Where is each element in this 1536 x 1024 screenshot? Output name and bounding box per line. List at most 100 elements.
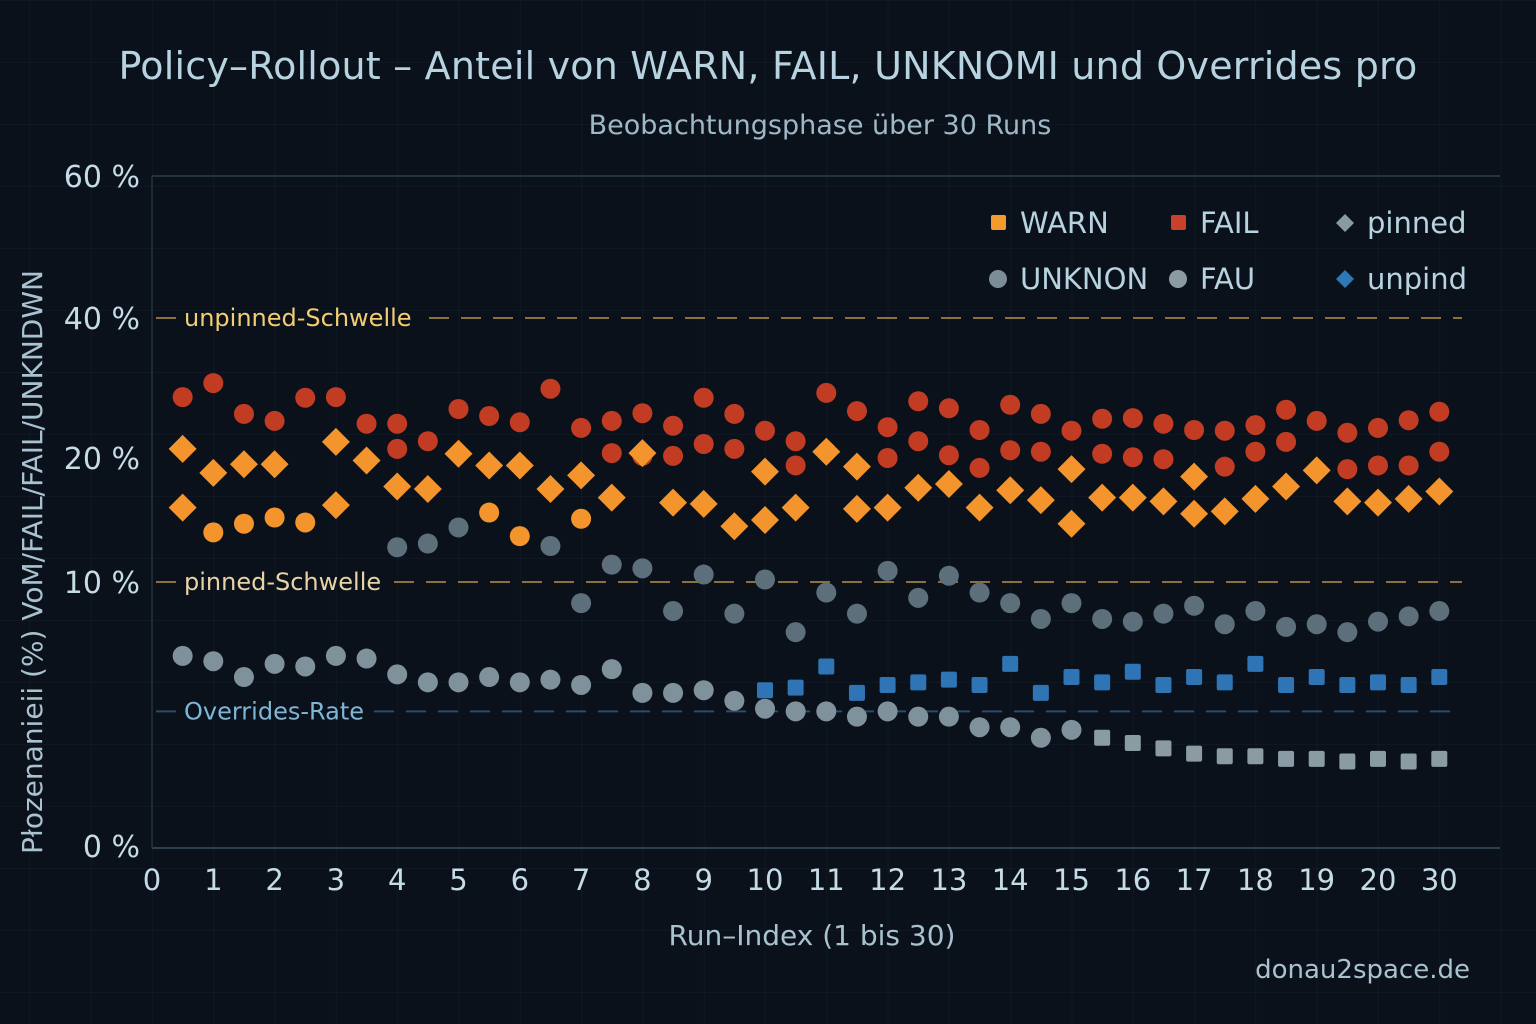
data-point	[601, 443, 622, 464]
legend-label: FAU	[1200, 262, 1255, 296]
data-point	[1306, 410, 1327, 431]
data-point	[1214, 456, 1235, 477]
data-point	[785, 455, 806, 476]
data-point	[1272, 472, 1301, 501]
data-point	[720, 512, 749, 541]
data-point	[1092, 608, 1113, 629]
data-point	[1153, 413, 1174, 434]
data-point	[689, 489, 718, 518]
data-point	[321, 427, 350, 456]
data-point	[387, 664, 408, 685]
data-point	[785, 622, 806, 643]
x-tick-label: 8	[633, 863, 651, 897]
data-point	[233, 403, 254, 424]
data-point	[356, 648, 377, 669]
data-point	[475, 451, 504, 480]
data-point	[1216, 674, 1233, 691]
reference-line-label: Overrides-Rate	[184, 697, 364, 725]
data-point	[663, 601, 684, 622]
data-point	[1214, 420, 1235, 441]
data-point	[295, 387, 316, 408]
data-point	[846, 706, 867, 727]
x-tick-label: 18	[1237, 863, 1274, 897]
data-point	[1370, 750, 1386, 767]
data-point	[1094, 674, 1111, 691]
data-point	[1153, 449, 1174, 470]
data-point	[908, 391, 929, 412]
data-point	[724, 403, 745, 424]
data-point	[873, 493, 902, 522]
legend-item-unpind: unpind	[1336, 262, 1467, 296]
series-unpind	[757, 655, 1448, 701]
data-point	[1368, 417, 1388, 438]
data-point	[1000, 394, 1021, 415]
x-tick-label: 30	[1421, 863, 1458, 897]
data-point	[356, 413, 377, 434]
data-point	[203, 522, 224, 543]
data-point	[1214, 614, 1235, 635]
series-warn-diamond-lower	[168, 491, 1209, 538]
data-point	[1398, 455, 1419, 476]
data-point	[1431, 750, 1448, 767]
data-point	[755, 698, 775, 719]
data-point	[325, 387, 346, 408]
legend-item-fail: FAIL	[1171, 206, 1259, 240]
data-point	[540, 378, 561, 399]
data-point	[1057, 455, 1086, 484]
x-tick-label: 1	[204, 863, 222, 897]
data-point	[387, 537, 408, 558]
data-point	[628, 439, 657, 468]
data-point	[1247, 748, 1264, 765]
x-tick-label: 10	[747, 863, 784, 897]
data-point	[448, 399, 469, 419]
x-tick-label: 5	[449, 863, 467, 897]
data-point	[1092, 443, 1113, 464]
data-point	[969, 582, 990, 603]
data-point	[934, 470, 963, 499]
x-axis-ticks: 0 1 2 3 4 5 6 7 8 9 10 11 12 13 14 15 16 17 18 19 20 30	[143, 863, 1458, 897]
data-point	[1339, 676, 1356, 693]
data-point	[1186, 745, 1203, 762]
legend-square-icon	[1171, 215, 1186, 230]
data-point	[1308, 750, 1325, 767]
data-point	[233, 513, 254, 534]
data-point	[751, 457, 779, 486]
data-point	[877, 701, 898, 722]
data-point	[1333, 487, 1362, 516]
data-point	[969, 420, 990, 440]
data-point	[877, 560, 898, 581]
data-point	[879, 676, 896, 693]
data-point	[724, 603, 745, 624]
data-point	[1124, 663, 1141, 680]
series-warn-circle	[203, 502, 592, 547]
x-tick-label: 0	[143, 863, 161, 897]
data-point	[1306, 614, 1327, 635]
data-point	[1184, 420, 1205, 440]
series-fau	[172, 645, 1082, 748]
data-point	[509, 412, 530, 433]
data-point	[417, 672, 438, 693]
data-point	[536, 475, 565, 503]
data-point	[448, 517, 469, 538]
data-point	[938, 565, 959, 586]
data-point	[352, 446, 381, 475]
legend-label: WARN	[1020, 206, 1109, 240]
y-tick-label: 40 %	[64, 302, 140, 337]
data-point	[1088, 483, 1117, 512]
data-point	[479, 502, 500, 523]
data-point	[479, 667, 500, 688]
data-point	[601, 659, 622, 680]
data-point	[1339, 753, 1356, 770]
data-point	[632, 558, 653, 579]
data-point	[383, 472, 412, 501]
data-point	[1094, 729, 1111, 746]
data-point	[1092, 408, 1113, 429]
y-tick-label: 20 %	[64, 442, 140, 477]
data-point	[1394, 484, 1423, 513]
data-point	[540, 536, 561, 557]
data-point	[816, 701, 837, 722]
data-point	[1241, 484, 1270, 513]
data-point	[168, 434, 197, 463]
legend: WARN FAIL pinned UNKNON FAU unpind	[989, 206, 1467, 296]
